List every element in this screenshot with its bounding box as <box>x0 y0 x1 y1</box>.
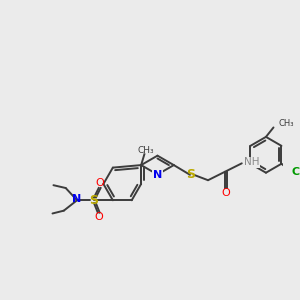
Text: O: O <box>95 178 104 188</box>
Text: O: O <box>221 188 230 197</box>
Text: Cl: Cl <box>292 167 300 177</box>
Text: NH: NH <box>244 158 259 167</box>
Text: N: N <box>153 169 162 179</box>
Text: S: S <box>186 168 195 181</box>
Text: S: S <box>89 194 98 207</box>
Text: N: N <box>72 194 82 204</box>
Text: CH₃: CH₃ <box>278 119 294 128</box>
Text: O: O <box>94 212 103 222</box>
Text: CH₃: CH₃ <box>137 146 154 155</box>
